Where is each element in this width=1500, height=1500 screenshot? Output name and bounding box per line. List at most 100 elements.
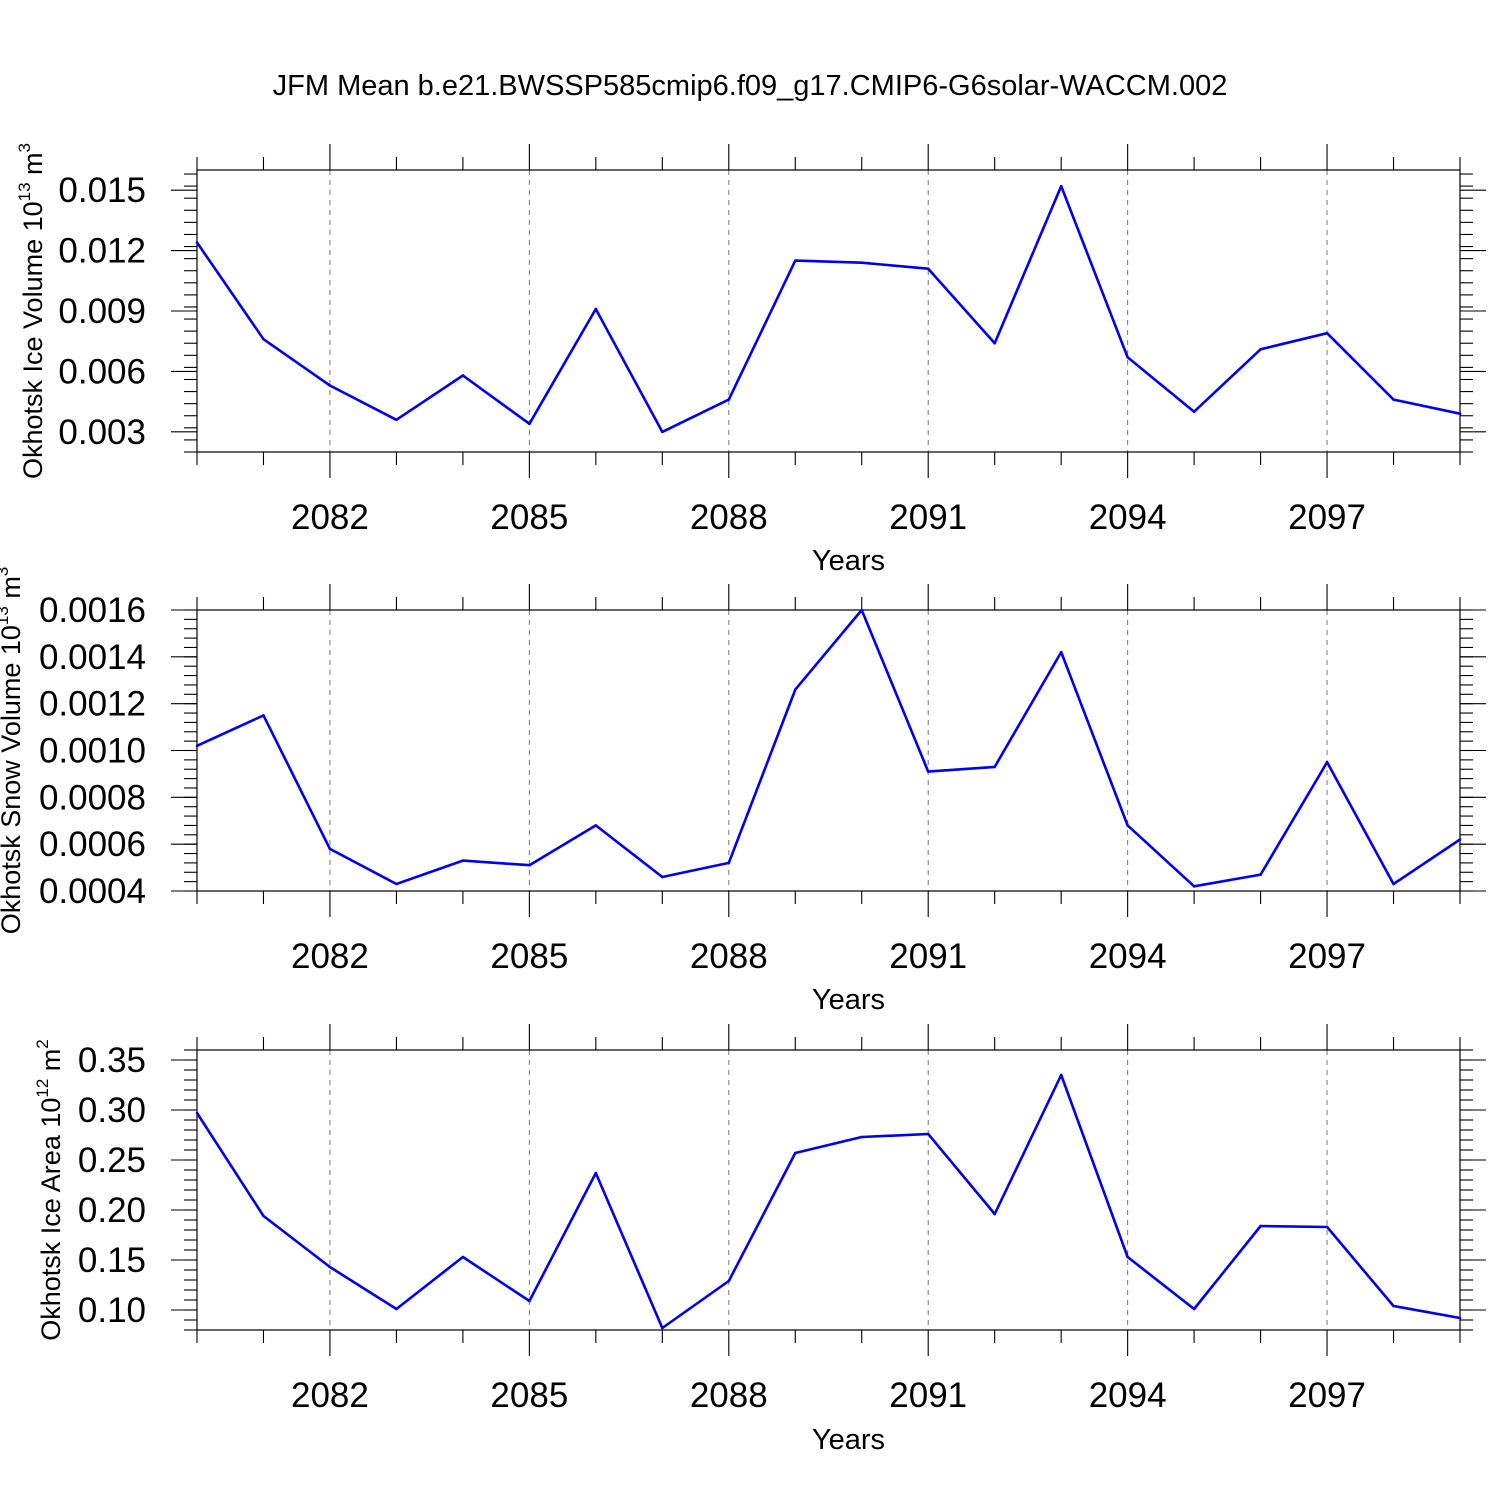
data-point bbox=[1458, 838, 1462, 841]
x-tick-label: 2082 bbox=[291, 1376, 369, 1415]
data-point bbox=[793, 259, 797, 262]
data-point bbox=[993, 341, 996, 345]
data-point bbox=[594, 824, 598, 827]
data-point bbox=[1325, 760, 1329, 764]
x-tick-label: 2097 bbox=[1288, 498, 1366, 537]
data-series-line bbox=[196, 608, 1461, 888]
y-axis-label-superscript: 12 bbox=[33, 1079, 52, 1098]
data-point bbox=[328, 847, 332, 851]
data-point bbox=[926, 267, 930, 271]
x-tick-label: 2094 bbox=[1089, 1376, 1167, 1415]
y-tick-label: 0.012 bbox=[58, 232, 146, 271]
x-tick-label: 2085 bbox=[490, 498, 568, 537]
x-tick-label: 2082 bbox=[291, 937, 369, 976]
x-tick-label: 2091 bbox=[889, 937, 967, 976]
data-point bbox=[993, 765, 996, 769]
data-point bbox=[395, 882, 398, 886]
data-point bbox=[1259, 873, 1262, 876]
data-point bbox=[1126, 824, 1129, 827]
data-point bbox=[1126, 1255, 1129, 1259]
y-tick-label: 0.003 bbox=[58, 413, 146, 452]
data-point bbox=[1392, 1304, 1395, 1308]
y-tick-label: 0.006 bbox=[58, 352, 146, 391]
y-axis-label-superscript: 13 bbox=[0, 606, 12, 625]
data-point bbox=[1458, 412, 1462, 416]
data-point bbox=[1392, 882, 1395, 886]
y-tick-label: 0.0010 bbox=[39, 732, 146, 771]
data-point bbox=[1259, 1224, 1262, 1228]
plot-frame bbox=[196, 1049, 1461, 1331]
data-point bbox=[727, 398, 731, 401]
y-axis-label-part: m bbox=[18, 152, 48, 182]
x-tick-label: 2082 bbox=[291, 498, 369, 537]
x-tick-label: 2091 bbox=[889, 1376, 967, 1415]
data-point bbox=[1325, 1225, 1329, 1229]
x-tick-label: 2085 bbox=[490, 937, 568, 976]
y-tick-label: 0.015 bbox=[58, 171, 146, 210]
y-axis-label-part: m bbox=[0, 576, 26, 606]
data-point bbox=[1059, 650, 1063, 654]
x-tick-label: 2094 bbox=[1089, 937, 1167, 976]
x-axis-label: Years bbox=[812, 1424, 885, 1456]
y-tick-label: 0.30 bbox=[78, 1091, 146, 1130]
x-tick-label: 2094 bbox=[1089, 498, 1167, 537]
y-axis-label: Okhotsk Snow Volume 1013 m3 bbox=[0, 567, 26, 935]
data-point bbox=[1392, 398, 1395, 401]
y-tick-label: 0.0012 bbox=[39, 685, 146, 724]
x-tick-label: 2097 bbox=[1288, 937, 1366, 976]
data-point bbox=[661, 875, 664, 879]
chart-panel-2: 2082 2085 2088 2091 2094 2097 0.0004 0.0006 0.00… bbox=[0, 567, 1486, 1016]
x-tick-label: 2088 bbox=[690, 498, 768, 537]
data-point bbox=[1059, 184, 1063, 188]
y-tick-label: 0.009 bbox=[58, 292, 146, 331]
data-point bbox=[528, 1299, 531, 1303]
y-axis-label-superscript: 2 bbox=[33, 1039, 52, 1048]
y-tick-label: 0.0016 bbox=[39, 591, 146, 630]
x-tick-label: 2091 bbox=[889, 498, 967, 537]
data-point bbox=[1259, 347, 1262, 351]
y-tick-label: 0.0006 bbox=[39, 825, 146, 864]
data-point bbox=[262, 337, 265, 341]
data-point bbox=[727, 861, 731, 865]
data-point bbox=[661, 1326, 664, 1330]
data-point bbox=[926, 1132, 930, 1136]
data-point bbox=[860, 261, 864, 264]
y-axis-label-part: Okhotsk Ice Volume 10 bbox=[18, 201, 48, 479]
data-point bbox=[793, 688, 797, 691]
data-point bbox=[262, 1214, 265, 1218]
y-axis-label-part: Okhotsk Ice Area 10 bbox=[36, 1098, 66, 1341]
data-point bbox=[860, 1135, 864, 1139]
data-point bbox=[1192, 1307, 1196, 1311]
y-axis-label-superscript: 3 bbox=[0, 567, 12, 576]
y-axis-label: Okhotsk Ice Area 1012 m2 bbox=[33, 1039, 66, 1341]
data-point bbox=[1192, 885, 1196, 888]
y-tick-label: 0.0004 bbox=[39, 872, 146, 911]
x-tick-label: 2088 bbox=[690, 937, 768, 976]
data-point bbox=[395, 418, 398, 422]
y-tick-label: 0.25 bbox=[78, 1141, 146, 1180]
plot-frame bbox=[196, 169, 1461, 453]
data-point bbox=[594, 307, 598, 311]
chart-panels: 2082 2085 2088 2091 2094 2097 0.003 0.006 0.009 0… bbox=[0, 143, 1486, 1456]
data-point bbox=[395, 1307, 398, 1311]
data-point bbox=[727, 1279, 731, 1283]
data-point bbox=[1192, 410, 1196, 414]
y-axis-label-part: m bbox=[36, 1049, 66, 1079]
y-tick-label: 0.0014 bbox=[39, 638, 146, 677]
chart-panel-3: 2082 2085 2088 2091 2094 2097 0.10 0.15 0.20 0.25… bbox=[33, 1024, 1486, 1456]
x-tick-label: 2088 bbox=[690, 1376, 768, 1415]
y-axis-label-superscript: 3 bbox=[15, 143, 34, 152]
data-point bbox=[661, 430, 664, 434]
y-axis-label-part: Okhotsk Snow Volume 10 bbox=[0, 625, 26, 934]
y-tick-label: 0.15 bbox=[78, 1241, 146, 1280]
x-tick-label: 2097 bbox=[1288, 1376, 1366, 1415]
x-tick-label: 2085 bbox=[490, 1376, 568, 1415]
data-series-line bbox=[195, 1073, 1461, 1330]
data-point bbox=[328, 384, 332, 387]
data-point bbox=[195, 1111, 199, 1115]
data-point bbox=[993, 1212, 996, 1216]
data-point bbox=[195, 241, 199, 244]
data-point bbox=[195, 744, 199, 748]
y-tick-label: 0.10 bbox=[78, 1291, 146, 1330]
